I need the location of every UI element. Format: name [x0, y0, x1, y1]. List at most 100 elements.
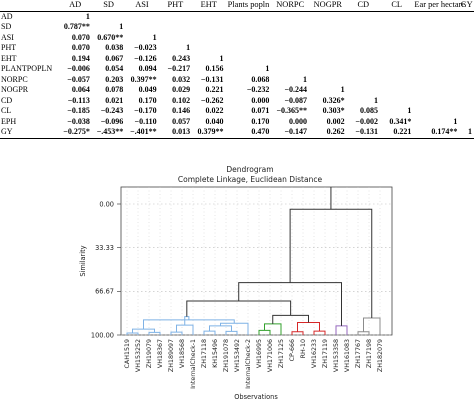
row-label: PLANTPOPLN — [1, 64, 53, 73]
column-header: SD — [91, 0, 126, 12]
row-label: CL — [1, 106, 12, 115]
leaf-label: ZH17767 — [355, 339, 362, 368]
table-cell — [309, 75, 347, 86]
dendrogram-branch — [170, 331, 183, 335]
leaf-label: VH171006 — [267, 339, 274, 372]
table-cell: 1 — [152, 32, 157, 42]
table-cell — [413, 33, 459, 44]
table-cell: 0.070 — [71, 32, 90, 42]
table-cell — [192, 43, 225, 54]
row-label: GY — [0, 127, 59, 139]
table-cell — [380, 75, 413, 86]
column-header: Ear per hectare — [413, 0, 466, 12]
grid-lines — [121, 187, 392, 336]
header-blank — [0, 0, 59, 12]
table-cell: 1 — [373, 95, 378, 105]
row-label: EPH — [1, 116, 17, 126]
table-cell — [459, 75, 474, 86]
table-cell: 0.057 — [172, 116, 191, 126]
table-cell — [192, 11, 225, 22]
column-header: CL — [379, 0, 414, 12]
table-row: SD 0.787** 1 — [0, 22, 474, 33]
correlation-table: AD SD ASI PHT EHT Plants popln NORPC NOGPR CD CL E… — [0, 0, 474, 140]
dendrogram-branches — [126, 187, 381, 335]
table-cell — [192, 22, 225, 33]
table-cell: 1 — [186, 43, 191, 52]
row-label: EHT — [1, 53, 17, 63]
table-cell — [347, 54, 380, 65]
table-cell — [459, 96, 474, 107]
table-cell: 1 — [219, 53, 224, 63]
leaf-label: InternalCheck-2 — [245, 339, 252, 389]
table-cell — [225, 33, 271, 44]
table-cell: 0.787** — [63, 22, 90, 31]
leaf-label: CP-666 — [289, 339, 296, 361]
table-cell — [92, 11, 125, 22]
table-cell — [380, 11, 413, 22]
table-row: NORPC −0.057 0.203 0.397** 0.032 −0.131 0.068 1 — [0, 75, 474, 86]
row-label: ASI — [1, 32, 14, 42]
leaf-label: ZH19079 — [146, 339, 153, 368]
table-cell: −0.262 — [200, 95, 224, 105]
table-cell — [380, 43, 413, 54]
table-cell — [159, 11, 192, 22]
table-cell — [225, 22, 271, 33]
table-cell — [271, 54, 309, 65]
table-cell: −0.002 — [355, 116, 378, 126]
table-row: PHT 0.070 0.038 −0.023 1 — [0, 43, 474, 54]
table-cell: 0.170 — [251, 116, 270, 126]
table-cell: −0.057 — [67, 74, 90, 84]
table-cell: 0.071 — [251, 106, 270, 115]
row-label: AD — [1, 11, 13, 21]
table-cell — [159, 22, 192, 33]
table-cell — [347, 33, 380, 44]
table-cell — [347, 75, 380, 86]
table-cell: 0.146 — [172, 106, 191, 115]
leaf-label: ZH189097 — [168, 339, 175, 372]
table-row: EHT 0.194 0.067 −0.126 0.243 1 — [0, 54, 474, 65]
table-cell: −0.096 — [100, 116, 124, 126]
y-tick-label: 100.00 — [91, 331, 114, 339]
y-tick-label: 0.00 — [99, 200, 114, 208]
row-label: SD — [1, 22, 12, 31]
table-cell: −0.170 — [134, 106, 157, 115]
table-cell — [459, 54, 474, 65]
table-cell: 0.070 — [71, 43, 90, 52]
table-cell — [125, 11, 158, 22]
table-cell: 0.341* — [389, 116, 412, 126]
column-header: NOGPR — [309, 0, 347, 12]
table-cell — [413, 106, 459, 117]
table-cell — [271, 11, 309, 22]
table-cell: 0.194 — [71, 53, 90, 63]
table-cell: −0.110 — [134, 116, 157, 126]
table-cell: −0.147 — [271, 127, 309, 139]
table-cell: 0.085 — [359, 106, 378, 115]
leaf-label: VH18568 — [179, 339, 186, 368]
table-cell: −0.038 — [67, 116, 90, 126]
table-cell — [459, 85, 474, 96]
table-cell: −.401** — [125, 127, 159, 139]
column-header: NORPC — [271, 0, 309, 12]
dendrogram-chart: Dendrogram Complete Linkage, Euclidean D… — [79, 165, 393, 401]
table-cell: −0.087 — [284, 95, 307, 105]
dendrogram-figure: Dendrogram Complete Linkage, Euclidean D… — [0, 150, 474, 403]
table-cell — [271, 64, 309, 75]
leaf-label: ZH191078 — [223, 339, 230, 372]
table-cell: 0.000 — [251, 95, 270, 105]
table-cell: 1 — [407, 106, 412, 115]
leaf-label: ZH17125 — [278, 339, 285, 368]
table-cell: 1 — [340, 85, 345, 94]
dendrogram-branch — [258, 329, 271, 335]
table-cell: 1 — [459, 127, 474, 139]
y-tick-label: 66.67 — [95, 288, 114, 296]
table-cell — [309, 54, 347, 65]
table-cell: 1 — [119, 22, 124, 31]
table-cell: 0.067 — [105, 53, 124, 63]
table-cell: 1 — [303, 74, 307, 84]
table-cell: 1 — [265, 64, 270, 73]
table-row: ASI 0.070 0.670** 1 — [0, 33, 474, 44]
table-cell: 0.102 — [172, 95, 191, 105]
table-cell — [271, 33, 309, 44]
table-cell — [459, 43, 474, 54]
table-cell — [380, 33, 413, 44]
